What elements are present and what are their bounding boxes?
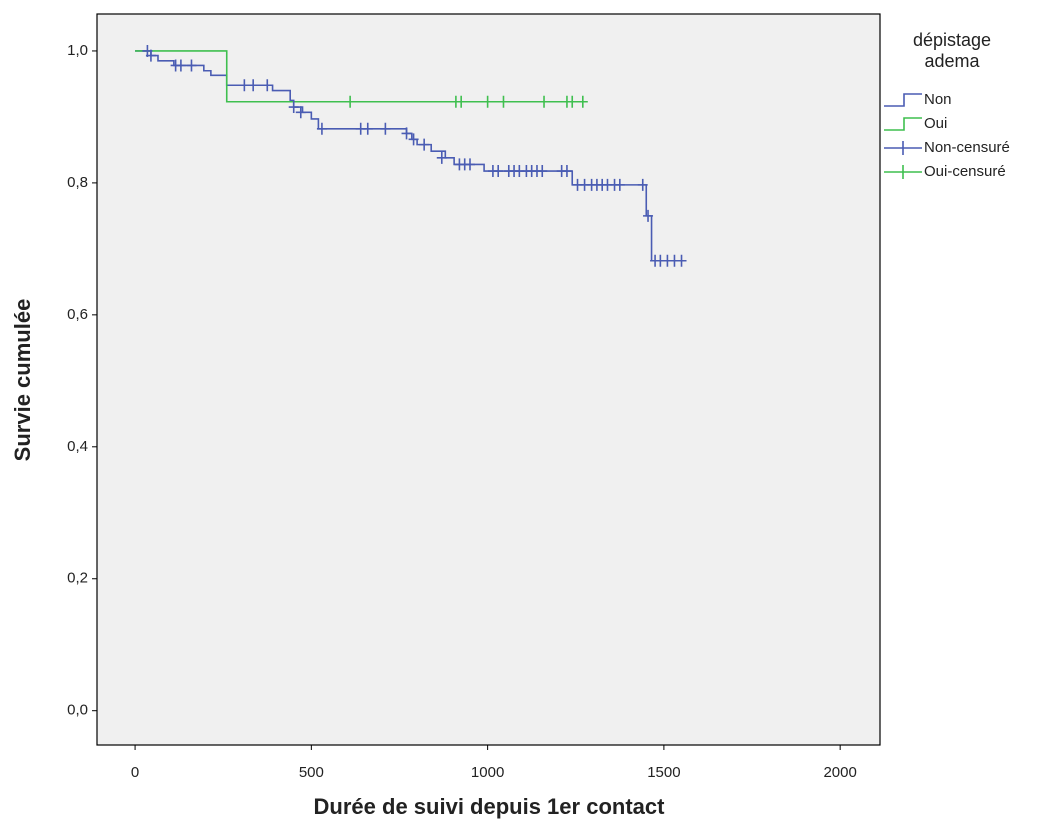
plot-area: [96, 13, 881, 746]
censor-mark: [186, 59, 197, 72]
censor-mark: [436, 151, 447, 164]
censor-mark: [401, 127, 412, 140]
y-tick-label: 0,4: [67, 438, 88, 455]
x-tick-label: 2000: [823, 764, 856, 781]
censor-mark: [408, 133, 419, 146]
legend-label: Oui-censuré: [924, 163, 1006, 180]
censor-mark: [456, 95, 467, 108]
legend-label: Oui: [924, 115, 947, 132]
legend-swatch: [884, 93, 922, 107]
censor-mark: [316, 122, 327, 135]
censor-mark: [637, 178, 648, 191]
y-tick-label: 0,2: [67, 570, 88, 587]
y-tick-label: 0,6: [67, 306, 88, 323]
censor-mark: [295, 106, 306, 119]
censor-mark: [537, 165, 548, 178]
censor-mark: [643, 209, 654, 222]
y-axis-label: Survie cumulée: [10, 299, 35, 462]
censor-mark: [239, 79, 250, 92]
censor-mark: [577, 95, 588, 108]
censor-mark: [561, 165, 572, 178]
legend-swatch: [884, 117, 922, 131]
censor-mark: [676, 254, 687, 267]
censor-mark: [175, 59, 186, 72]
x-axis-label: Durée de suivi depuis 1er contact: [314, 794, 666, 819]
censor-mark: [567, 95, 578, 108]
censor-mark: [345, 95, 356, 108]
y-tick-label: 0,0: [67, 702, 88, 719]
y-tick-label: 0,8: [67, 174, 88, 191]
survival-curve: [135, 50, 684, 262]
censor-mark: [419, 138, 430, 151]
x-tick-label: 0: [131, 764, 139, 781]
censor-mark: [145, 49, 156, 62]
legend-label: Non: [924, 91, 952, 108]
censor-mark: [288, 101, 299, 114]
censor-mark: [464, 158, 475, 171]
censor-mark: [539, 95, 550, 108]
legend-title: dépistage adema: [912, 30, 992, 71]
censor-mark: [262, 79, 273, 92]
censor-mark: [493, 165, 504, 178]
censor-mark: [614, 178, 625, 191]
censor-mark: [482, 95, 493, 108]
legend-label: Non-censuré: [924, 139, 1010, 156]
x-tick-label: 1000: [471, 764, 504, 781]
y-tick-label: 1,0: [67, 42, 88, 59]
censor-mark: [380, 122, 391, 135]
censor-mark: [362, 122, 373, 135]
survival-curve: [135, 50, 587, 103]
censor-mark: [248, 79, 259, 92]
legend-swatch: [884, 165, 922, 179]
legend-swatch: [884, 141, 922, 155]
x-tick-label: 500: [299, 764, 324, 781]
censor-mark: [498, 95, 509, 108]
x-tick-label: 1500: [647, 764, 680, 781]
